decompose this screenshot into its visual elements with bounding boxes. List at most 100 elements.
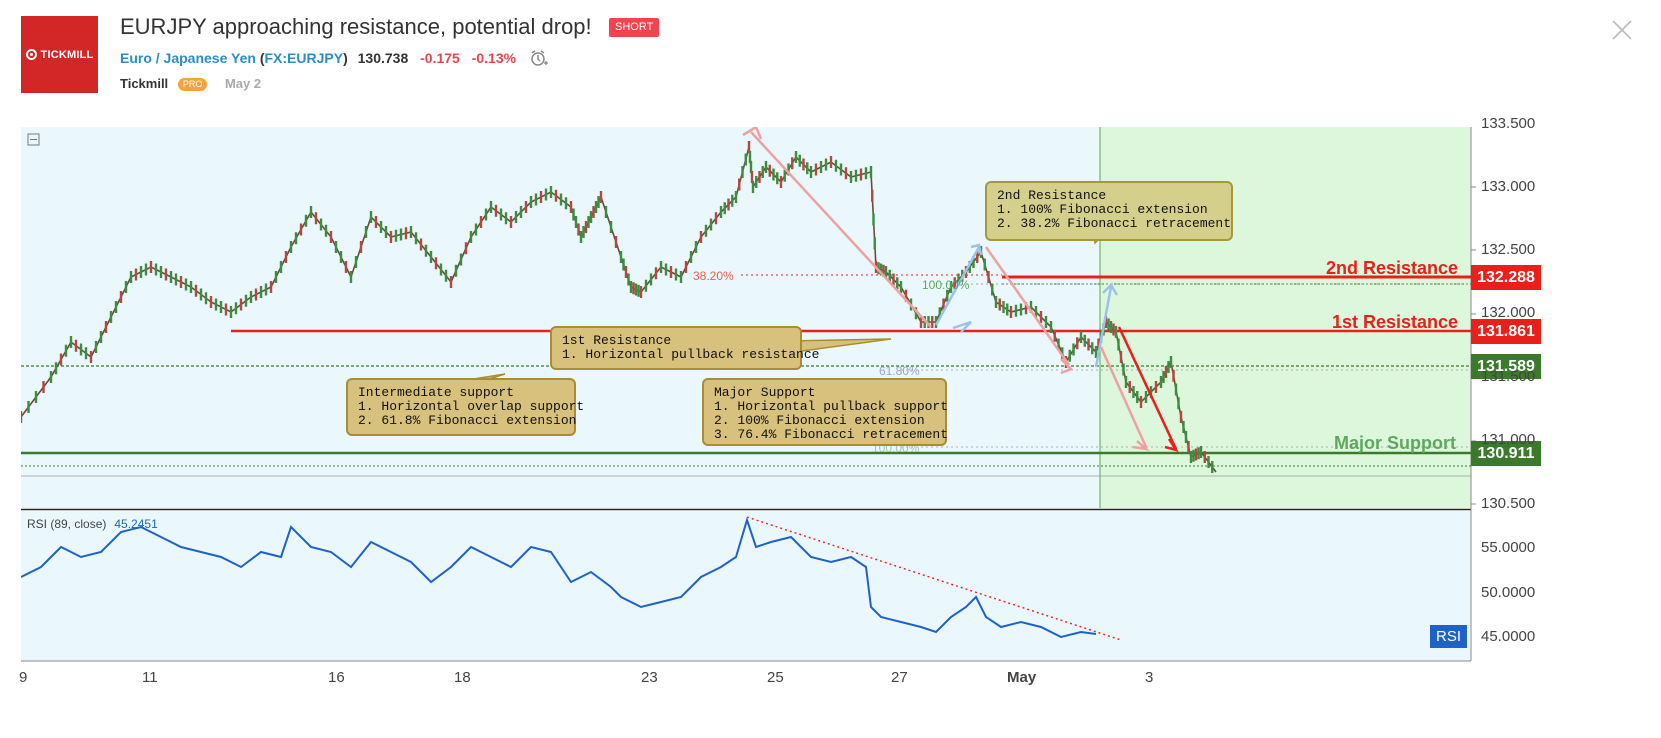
candle	[1139, 396, 1143, 408]
candle	[899, 281, 903, 293]
symbol-code[interactable]: FX:EURJPY	[264, 50, 344, 67]
candle	[214, 298, 218, 311]
candle	[499, 208, 503, 221]
candle	[259, 286, 263, 298]
candle	[1034, 306, 1038, 318]
candle	[802, 158, 805, 171]
candle	[1182, 421, 1185, 433]
candle	[1094, 346, 1098, 358]
candle	[479, 216, 483, 228]
candle	[629, 281, 633, 293]
candle	[1019, 303, 1023, 316]
candle	[824, 158, 828, 171]
rsi-badge: RSI	[1430, 625, 1467, 648]
candle	[587, 216, 590, 228]
candle	[94, 341, 98, 353]
candle	[289, 241, 293, 253]
candle	[544, 188, 548, 201]
logo-text: TICKMILL	[40, 48, 94, 61]
candle	[449, 276, 453, 288]
candle	[844, 167, 848, 180]
candle	[459, 253, 463, 266]
candle	[1107, 318, 1110, 331]
candle	[379, 221, 383, 233]
candle	[174, 273, 178, 286]
candle	[1132, 386, 1135, 398]
candle	[674, 268, 678, 281]
candle	[1039, 311, 1043, 323]
candle	[159, 266, 163, 278]
candle	[994, 296, 998, 308]
price-axis-label: 132.500	[1481, 241, 1536, 258]
rsi-legend[interactable]: RSI (89, close) 45.2451	[27, 517, 158, 531]
candle	[1154, 381, 1158, 393]
candle	[1189, 451, 1193, 463]
candle	[998, 298, 1001, 311]
chart-area[interactable]: 38.20% 100.00% 61.80% 100.00% 2nd Resist…	[19, 115, 1641, 730]
candle	[524, 201, 528, 213]
candle	[934, 316, 938, 328]
callout-title: 2nd Resistance	[997, 188, 1107, 203]
candle	[469, 231, 473, 243]
candle	[1169, 356, 1173, 368]
candle	[164, 268, 168, 281]
close-icon[interactable]	[1610, 18, 1634, 42]
candle	[109, 311, 113, 323]
candle	[1097, 338, 1100, 351]
candle	[369, 211, 373, 223]
price-change: -0.175	[420, 50, 460, 67]
candle	[1211, 461, 1214, 473]
candle	[239, 298, 243, 311]
date-axis-label: May	[1007, 669, 1037, 686]
rsi-axis-label: 50.0000	[1481, 584, 1536, 601]
candle	[829, 156, 833, 168]
callout-line: 1. 100% Fibonacci extension	[997, 202, 1208, 217]
candle	[324, 224, 328, 237]
candle	[54, 362, 58, 375]
candle	[439, 263, 443, 276]
tickmill-logo[interactable]: TICKMILL	[21, 16, 98, 93]
candle	[904, 289, 908, 302]
candle	[1136, 391, 1139, 403]
candle	[938, 307, 941, 320]
candle	[1199, 446, 1203, 458]
candle	[798, 154, 801, 167]
candle	[219, 301, 223, 313]
first-resistance-price-tag: 131.861	[1471, 319, 1541, 344]
major-support-callout[interactable]: Major Support 1. Horizontal pullback sup…	[702, 378, 948, 446]
candle	[549, 186, 553, 198]
pro-badge: PRO	[177, 78, 208, 92]
first-resistance-callout[interactable]: 1st Resistance 1. Horizontal pullback re…	[550, 326, 819, 370]
candle	[519, 206, 523, 218]
intermediate-support-callout[interactable]: Intermediate support 1. Horizontal overl…	[346, 378, 584, 436]
candle	[627, 273, 630, 286]
candle	[931, 316, 934, 328]
candle	[679, 271, 683, 283]
candle	[839, 163, 843, 176]
candle	[474, 223, 478, 236]
candle	[149, 261, 153, 273]
candle	[354, 256, 358, 268]
price-axis-label: 131.500	[1481, 368, 1536, 385]
candle	[319, 218, 323, 231]
author-name[interactable]: Tickmill	[120, 76, 169, 91]
candle	[664, 263, 668, 276]
candle	[494, 204, 498, 217]
candle	[69, 336, 73, 348]
second-resistance-callout[interactable]: 2nd Resistance 1. 100% Fibonacci extensi…	[985, 181, 1233, 241]
alarm-clock-icon[interactable]	[530, 49, 548, 70]
short-badge: SHORT	[609, 18, 660, 37]
candle	[184, 278, 188, 291]
candle	[854, 169, 858, 182]
candle	[949, 281, 953, 293]
candle	[1174, 383, 1178, 396]
candle	[1091, 342, 1094, 355]
candle	[244, 294, 248, 307]
price-axis-label: 131.000	[1481, 431, 1536, 448]
candle	[877, 262, 880, 275]
candle	[599, 191, 603, 203]
candle	[758, 171, 761, 183]
candle	[649, 273, 653, 286]
symbol-name[interactable]: Euro / Japanese Yen	[120, 50, 256, 67]
candle	[597, 196, 600, 208]
